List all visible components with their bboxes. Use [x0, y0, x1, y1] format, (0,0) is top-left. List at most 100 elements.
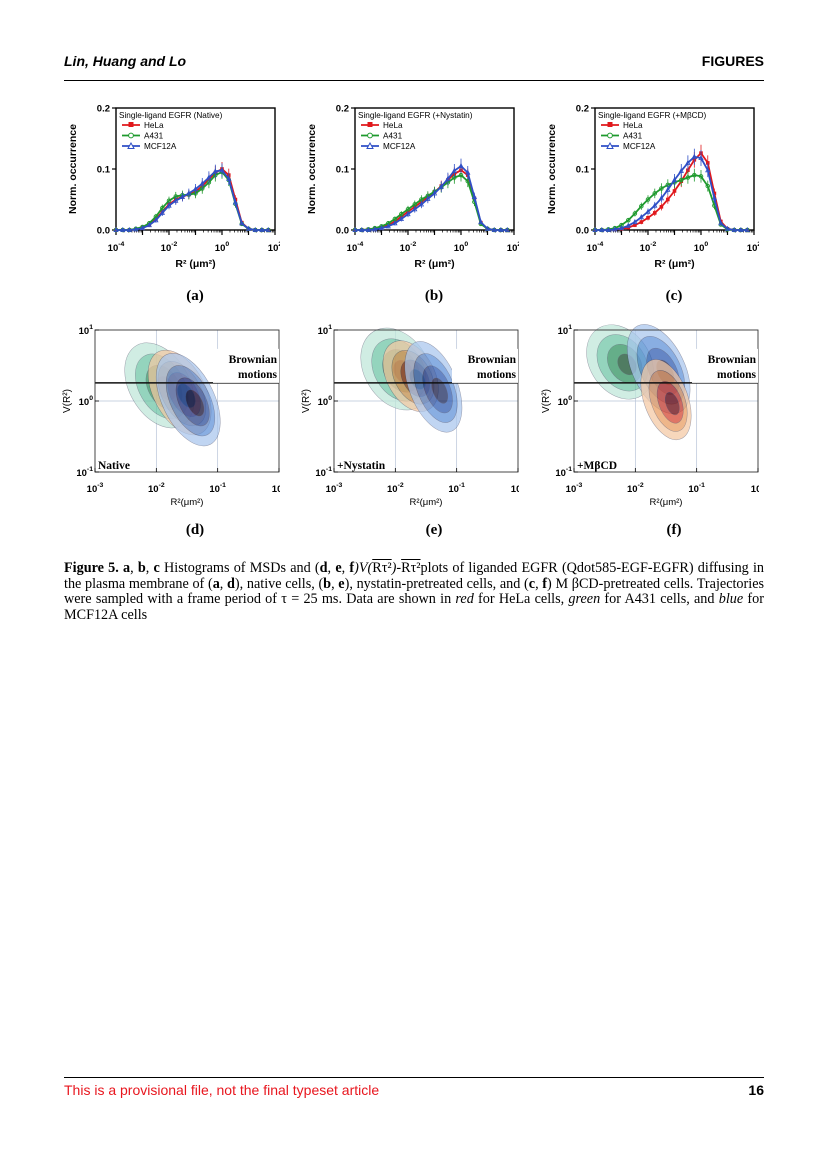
brownian-label: motions: [477, 369, 517, 381]
caption-math: Rτ²: [401, 560, 421, 576]
data-point: [378, 225, 385, 231]
x-tick-label: 10-3: [566, 482, 583, 495]
brownian-label: motions: [238, 369, 278, 381]
y-tick-label: 101: [79, 324, 94, 337]
density-contour: [404, 341, 463, 433]
legend-marker: [366, 141, 374, 149]
data-point: [632, 211, 638, 216]
legend-marker: [606, 141, 614, 149]
caption-ref-f: f: [349, 560, 355, 576]
data-point: [438, 183, 444, 189]
series-line-hela: [595, 151, 748, 231]
y-tick-label: 100: [318, 395, 333, 408]
data-point: [646, 216, 650, 220]
panel-label: (c): [666, 288, 683, 304]
x-tick-label: 100: [272, 482, 280, 495]
contour-level: [431, 377, 449, 404]
data-point: [691, 153, 697, 159]
data-point: [399, 211, 404, 217]
data-point: [605, 226, 612, 233]
y-axis-label: V(R²): [62, 389, 73, 413]
data-point: [639, 203, 644, 209]
data-point: [159, 209, 165, 215]
legend-label-mcf12a: MCF12A: [623, 142, 656, 151]
histogram-panel-a: 0.0 0.1 0.2 10-4 10-2 100 102 R² (μm²) Norm. occ…: [67, 104, 280, 305]
contour-panel-e: Brownian motions +Nystatin 101 100 10-1 10-3 10…: [301, 324, 519, 538]
plot-frame: [594, 107, 755, 231]
legend-marker: [128, 132, 134, 139]
x-axis-label: R² (μm²): [175, 258, 215, 270]
page-number: 16: [748, 1082, 764, 1098]
x-tick-label: 10-3: [87, 482, 104, 495]
caption-text: ), nystatin-pretreated cells, and (: [344, 575, 529, 592]
y-axis-label: V(R²): [301, 389, 312, 413]
x-tick-label: 10-2: [400, 241, 417, 254]
legend-label-hela: HeLa: [383, 121, 403, 130]
caption-text: ) M βCD-pretreated cells. Trajectories w…: [64, 575, 765, 608]
x-tick-label: 100: [511, 482, 519, 495]
caption-text: for HeLa cells,: [473, 591, 569, 608]
data-point: [133, 226, 139, 232]
legend-label-hela: HeLa: [144, 121, 164, 130]
legend-title: Single-ligand EGFR (+MβCD): [598, 111, 706, 120]
y-tick-label: 0.1: [97, 165, 111, 176]
x-tick-label: 10-4: [587, 241, 604, 254]
x-tick-label: 102: [268, 241, 280, 254]
brownian-label: Brownian: [229, 354, 278, 366]
legend-label-mcf12a: MCF12A: [144, 142, 177, 151]
footer-rule: [64, 1077, 764, 1078]
figure-caption: Figure 5. a, b, c Histograms of MSDs and…: [64, 560, 765, 623]
data-point: [199, 180, 205, 186]
data-point: [652, 191, 658, 196]
brownian-label: Brownian: [708, 354, 757, 366]
x-tick-label: 100: [751, 482, 759, 495]
y-tick-label: 10-1: [555, 466, 572, 479]
legend-label-mcf12a: MCF12A: [383, 142, 416, 151]
caption-ref-d: d: [319, 560, 328, 576]
series-line-mcf12a: [595, 155, 748, 231]
data-point: [139, 225, 146, 231]
data-point: [678, 167, 684, 173]
data-point: [451, 167, 457, 173]
condition-label-box: [575, 458, 635, 471]
caption-ref-e: e: [335, 560, 342, 576]
caption-label: Figure 5.: [64, 560, 119, 576]
legend-marker: [127, 141, 135, 149]
brownian-label-box: [692, 348, 758, 383]
y-tick-label: 10-1: [315, 466, 332, 479]
legend-label-a431: A431: [383, 132, 403, 141]
y-axis-label: Norm. occurrence: [306, 124, 318, 214]
data-point: [718, 220, 724, 226]
panel-label: (d): [186, 522, 204, 538]
data-point: [711, 195, 718, 201]
running-header-authors: Lin, Huang and Lo: [64, 53, 187, 69]
data-point: [160, 205, 165, 211]
data-point: [685, 159, 691, 165]
x-tick-label: 10-1: [688, 482, 705, 495]
data-point: [626, 217, 631, 223]
caption-text: ), native cells, (: [234, 575, 324, 592]
caption-ref-a: a: [123, 560, 131, 576]
data-point: [618, 225, 625, 231]
legend-marker: [128, 122, 134, 127]
data-point: [638, 214, 644, 220]
x-axis-label: R² (μm²): [654, 258, 694, 270]
y-tick-label: 10-1: [76, 466, 93, 479]
data-point: [658, 195, 665, 201]
series-line-a431: [355, 174, 508, 231]
condition-label-box: [96, 458, 156, 471]
data-point: [385, 223, 391, 229]
data-point: [639, 220, 644, 224]
data-point: [173, 197, 179, 203]
y-tick-label: 100: [79, 395, 94, 408]
panel-label: (b): [425, 288, 443, 304]
data-point: [252, 226, 258, 233]
panel-label: (a): [186, 288, 204, 304]
data-point: [458, 172, 464, 178]
data-point: [425, 195, 431, 201]
data-point: [698, 154, 704, 161]
x-axis-label: R² (μm²): [414, 258, 454, 270]
x-tick-label: 10-2: [148, 482, 165, 495]
y-tick-label: 0.2: [336, 104, 349, 115]
caption-color-blue: blue: [718, 591, 744, 608]
